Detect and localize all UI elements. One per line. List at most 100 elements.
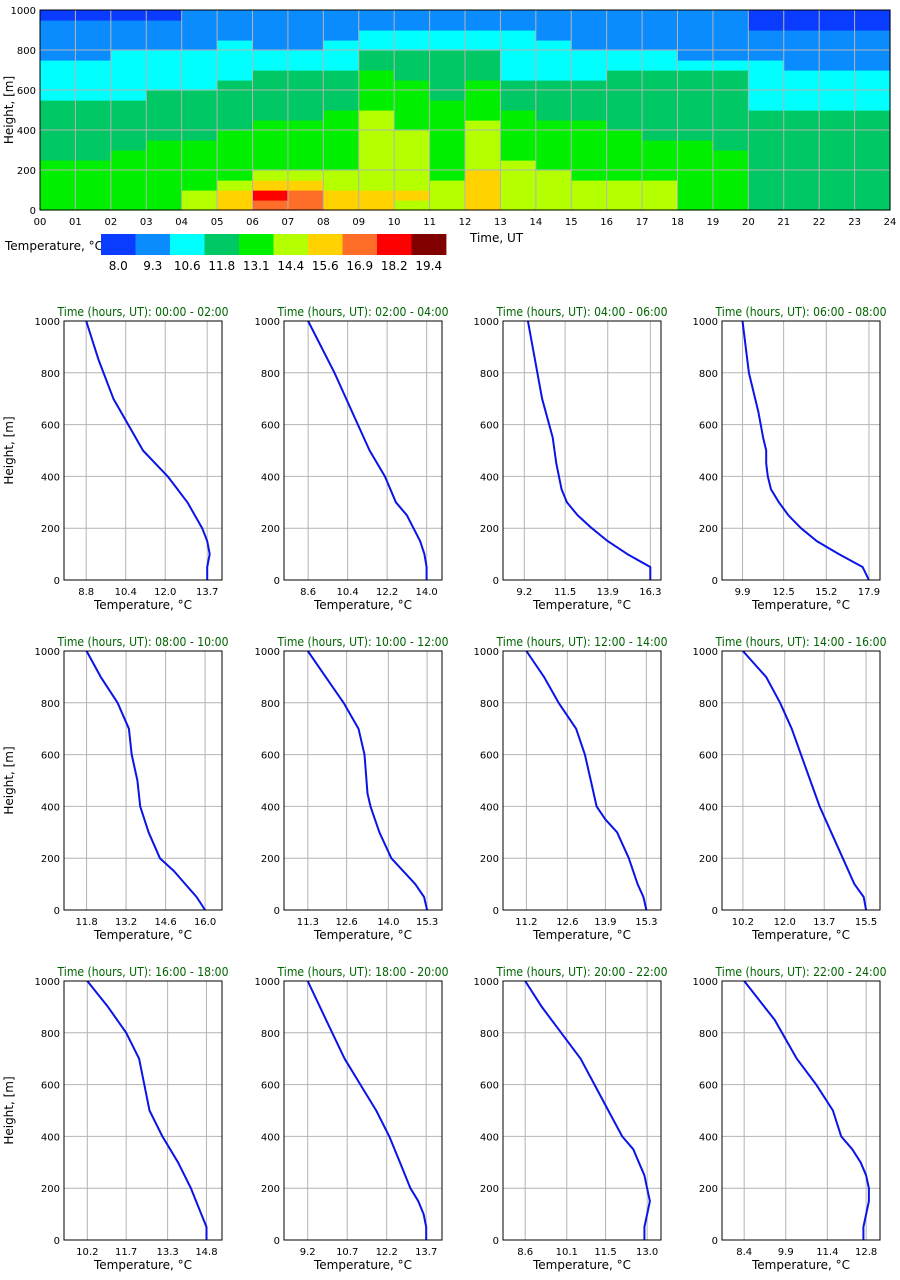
heatmap-cell xyxy=(712,30,749,41)
y-tick-label: 1000 xyxy=(693,317,718,328)
y-tick-label: 800 xyxy=(699,369,718,380)
heatmap-cell xyxy=(394,30,431,41)
x-tick-label: 12.6 xyxy=(335,917,357,928)
heatmap-cell xyxy=(571,90,608,101)
heatmap-cell xyxy=(748,70,785,81)
y-tick-label: 600 xyxy=(261,1081,280,1092)
heatmap-cell xyxy=(429,120,466,131)
heatmap-cell xyxy=(783,100,820,111)
heatmap-cell xyxy=(712,130,749,141)
temperature-profile-line xyxy=(525,650,648,911)
heatmap-cell xyxy=(712,170,749,181)
x-tick-label: 10.2 xyxy=(732,917,754,928)
y-tick-label: 0 xyxy=(493,576,499,587)
heatmap-cell xyxy=(75,80,112,91)
heatmap-cell xyxy=(40,140,77,151)
heatmap-cell xyxy=(500,40,537,51)
heatmap-cell xyxy=(217,10,254,21)
plot-area xyxy=(64,651,222,910)
heatmap-cell xyxy=(535,140,572,151)
heatmap-cell xyxy=(40,70,77,81)
heatmap-cell xyxy=(606,200,643,211)
y-tick-label: 200 xyxy=(41,854,60,865)
heatmap-cell xyxy=(642,10,679,21)
heatmap-cell xyxy=(677,200,714,211)
y-tick-label: 400 xyxy=(41,1132,60,1143)
heatmap-cell xyxy=(358,180,395,191)
temperature-heatmap: 0 200 400 600 800 1000 00 01 02 03 04 05 06 07 08 09 10… xyxy=(2,6,896,245)
heatmap-cell xyxy=(819,150,856,161)
heatmap-cell xyxy=(429,180,466,191)
heatmap-cell xyxy=(712,180,749,191)
heatmap-cell xyxy=(146,30,183,41)
heatmap-cell xyxy=(323,80,360,91)
heatmap-cell xyxy=(571,20,608,31)
heatmap-x-ticks: 00 01 02 03 04 05 06 07 08 09 10 11 12 13 14 15 16 17 18 19… xyxy=(34,217,897,228)
heatmap-cell xyxy=(854,170,891,181)
heatmap-cell xyxy=(75,70,112,81)
heatmap-cell xyxy=(252,40,289,51)
heatmap-cell xyxy=(181,190,218,201)
heatmap-x-tick-label: 20 xyxy=(742,217,755,228)
heatmap-cell xyxy=(642,30,679,41)
heatmap-cell xyxy=(429,110,466,121)
heatmap-cell xyxy=(571,180,608,191)
heatmap-cell xyxy=(358,170,395,181)
heatmap-cell xyxy=(819,80,856,91)
heatmap-cell xyxy=(571,200,608,211)
x-axis-label: Temperature, °C xyxy=(313,928,412,942)
heatmap-cell xyxy=(429,190,466,201)
heatmap-cell xyxy=(819,140,856,151)
heatmap-cell xyxy=(75,160,112,171)
heatmap-cell xyxy=(535,40,572,51)
y-tick-label: 200 xyxy=(41,1184,60,1195)
heatmap-cell xyxy=(75,190,112,201)
heatmap-cell xyxy=(146,110,183,121)
heatmap-cell xyxy=(181,90,218,101)
y-tick-label: 200 xyxy=(699,854,718,865)
y-tick-label: 200 xyxy=(261,1184,280,1195)
heatmap-y-tick-label: 800 xyxy=(17,46,36,57)
y-tick-label: 0 xyxy=(712,1236,718,1247)
plot-frame xyxy=(502,320,662,581)
heatmap-cell xyxy=(40,10,77,21)
heatmap-cell xyxy=(75,90,112,101)
heatmap-cell xyxy=(748,190,785,201)
plot-area xyxy=(503,651,661,910)
heatmap-cell xyxy=(854,40,891,51)
heatmap-cell xyxy=(110,50,147,61)
heatmap-cell xyxy=(358,40,395,51)
heatmap-cell xyxy=(287,140,324,151)
heatmap-cell xyxy=(465,180,502,191)
x-tick-label: 12.6 xyxy=(556,917,578,928)
heatmap-cell xyxy=(783,190,820,201)
colorbar-tick-label: 8.0 xyxy=(109,259,128,273)
heatmap-cell xyxy=(535,20,572,31)
heatmap-cell xyxy=(677,60,714,71)
heatmap-cell xyxy=(110,40,147,51)
heatmap-cell xyxy=(465,20,502,31)
y-tick-label: 600 xyxy=(41,751,60,762)
y-tick-label: 600 xyxy=(480,1081,499,1092)
heatmap-cell xyxy=(606,120,643,131)
heatmap-cell xyxy=(783,90,820,101)
heatmap-cell xyxy=(252,10,289,21)
heatmap-cell xyxy=(748,60,785,71)
heatmap-cell xyxy=(181,70,218,81)
heatmap-cell xyxy=(252,50,289,61)
heatmap-cell xyxy=(854,160,891,171)
heatmap-cell xyxy=(217,200,254,211)
heatmap-cell xyxy=(75,170,112,181)
plot-frame xyxy=(283,650,443,911)
heatmap-cell xyxy=(394,200,431,211)
y-tick-label: 600 xyxy=(699,1081,718,1092)
heatmap-cell xyxy=(642,100,679,111)
heatmap-cell xyxy=(75,10,112,21)
heatmap-cell xyxy=(783,130,820,141)
x-tick-label: 15.3 xyxy=(416,917,438,928)
heatmap-cell xyxy=(181,130,218,141)
heatmap-cell xyxy=(500,100,537,111)
heatmap-cell xyxy=(465,100,502,111)
x-tick-label: 12.5 xyxy=(772,587,794,598)
